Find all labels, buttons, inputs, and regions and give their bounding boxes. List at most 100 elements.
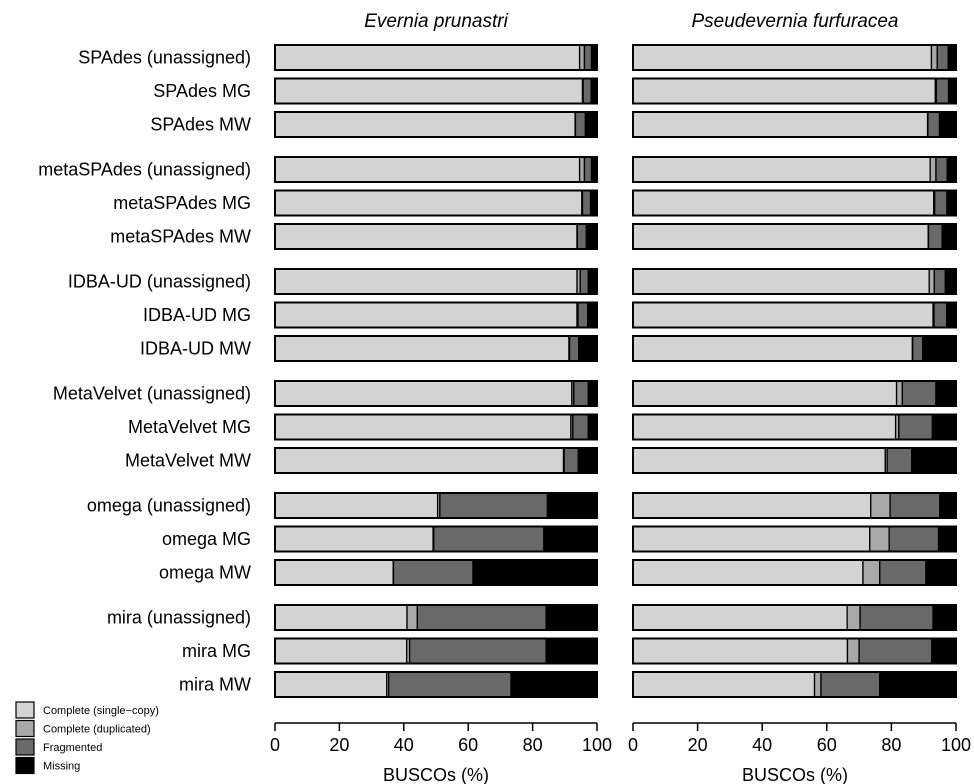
bar-outline — [632, 492, 957, 519]
x-axis-label-evernia: BUSCOs (%) — [383, 765, 489, 784]
bar-segment — [585, 223, 598, 250]
row-label: omega MW — [159, 563, 251, 583]
legend-swatch — [15, 756, 35, 775]
legend-label: Missing — [43, 761, 80, 773]
bar-segment — [632, 559, 864, 586]
bar-segment — [573, 380, 589, 407]
bar-segment — [632, 525, 871, 553]
row-labels: SPAdes (unassigned) SPAdes MG SPAdes MW met… — [38, 48, 251, 695]
bar-segment — [472, 559, 598, 586]
bar-segment — [946, 189, 957, 217]
bar-segment — [543, 525, 598, 553]
bar-outline — [632, 671, 957, 698]
bar-segment — [944, 268, 957, 295]
bar-outline — [274, 156, 598, 183]
bar-segment — [927, 223, 943, 250]
row-label: omega MG — [162, 529, 251, 549]
bar-segment — [938, 111, 957, 138]
row-label: mira (unassigned) — [107, 608, 251, 628]
bar-segment — [545, 637, 598, 665]
bar-segment — [274, 111, 576, 138]
row-label: metaSPAdes (unassigned) — [38, 160, 251, 180]
bar-outline — [632, 380, 957, 407]
bar-segment — [274, 335, 570, 362]
bar-segment — [947, 44, 957, 71]
legend-swatch — [15, 738, 35, 756]
bar-segment — [937, 525, 957, 553]
bar-segment — [946, 156, 957, 183]
bar-segment — [632, 111, 929, 138]
bar-segment — [888, 525, 940, 553]
bar-segment — [632, 492, 872, 519]
bar-segment — [433, 525, 545, 553]
bar-outline — [632, 447, 957, 474]
bar-segment — [928, 268, 936, 295]
bar-segment — [577, 301, 589, 329]
bar-segment — [274, 447, 565, 474]
bar-segment — [935, 156, 948, 183]
bar-segment — [587, 413, 598, 441]
bar-outline — [274, 380, 598, 407]
bar-outline — [274, 335, 598, 362]
row-label: mira MG — [182, 641, 251, 661]
bar-segment — [274, 559, 394, 586]
panel-pseudevernia — [632, 44, 957, 698]
bar-segment — [879, 671, 957, 698]
bar-segment — [392, 559, 474, 586]
bar-segment — [587, 380, 598, 407]
bar-segment — [889, 492, 941, 519]
x-tick-label: 0 — [270, 735, 280, 755]
bar-segment — [274, 301, 578, 329]
bar-segment — [274, 492, 439, 519]
x-axis-evernia: 0 20 40 60 80 100 — [270, 722, 612, 755]
row-label: SPAdes MW — [150, 115, 251, 135]
bar-segment — [912, 335, 924, 362]
bar-segment — [934, 189, 948, 217]
bar-segment — [922, 335, 957, 362]
x-tick-label: 80 — [881, 735, 901, 755]
bar-outline — [274, 559, 598, 586]
bar-segment — [933, 268, 946, 295]
x-tick-label: 20 — [688, 735, 708, 755]
x-axis-pseudevernia: 0 20 40 60 80 100 — [628, 722, 971, 755]
bar-segment — [935, 77, 950, 105]
bar-outline — [274, 111, 598, 138]
legend: Complete (single−copy) Complete (duplicat… — [15, 701, 159, 775]
bar-outline — [274, 189, 598, 217]
bar-segment — [416, 604, 547, 631]
bar-segment — [813, 671, 822, 698]
bar-segment — [632, 447, 886, 474]
bar-outline — [632, 111, 957, 138]
bar-segment — [933, 301, 948, 329]
row-label: MetaVelvet MW — [125, 451, 251, 471]
legend-label: Fragmented — [43, 742, 102, 754]
row-label: IDBA-UD MW — [140, 339, 251, 359]
x-tick-label: 60 — [458, 735, 478, 755]
row-label: SPAdes MG — [153, 81, 251, 101]
bar-segment — [274, 525, 434, 553]
bar-segment — [568, 335, 580, 362]
legend-swatch — [15, 701, 35, 719]
bar-outline — [274, 492, 598, 519]
bar-segment — [274, 189, 583, 217]
bar-segment — [941, 223, 957, 250]
panel-evernia — [274, 44, 598, 698]
bar-segment — [439, 492, 549, 519]
bar-outline — [632, 268, 957, 295]
bar-segment — [632, 223, 929, 250]
bar-segment — [932, 604, 957, 631]
bar-segment — [870, 492, 891, 519]
bar-outline — [274, 447, 598, 474]
bar-segment — [546, 492, 598, 519]
bar-segment — [579, 268, 589, 295]
bar-outline — [632, 189, 957, 217]
bar-segment — [510, 671, 598, 698]
bar-segment — [545, 604, 598, 631]
panel-title-evernia: Evernia prunastri — [364, 11, 508, 32]
bar-segment — [930, 44, 938, 71]
bar-outline — [274, 223, 598, 250]
bar-outline — [274, 301, 598, 329]
bar-segment — [901, 380, 937, 407]
bar-segment — [931, 413, 957, 441]
bar-segment — [846, 637, 860, 665]
